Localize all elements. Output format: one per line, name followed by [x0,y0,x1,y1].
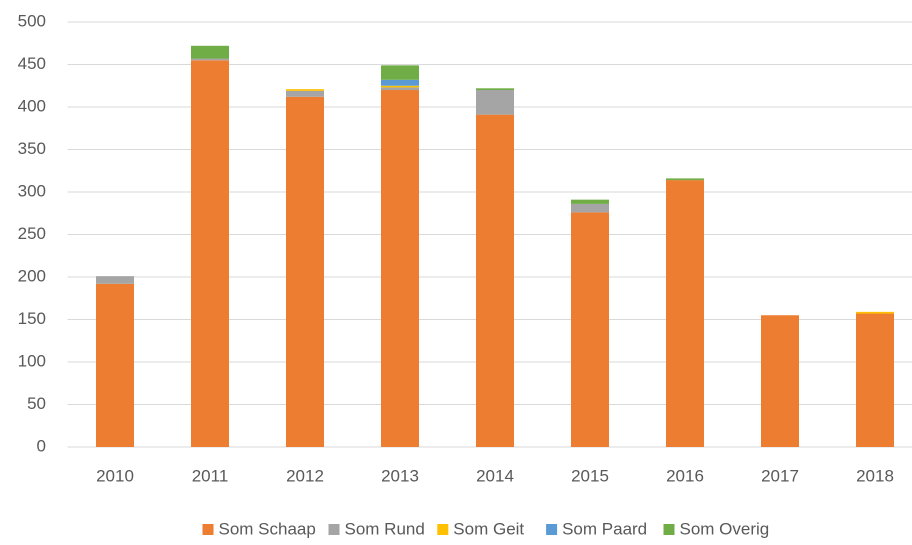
y-tick-label: 350 [18,139,46,158]
x-tick-label: 2016 [666,466,704,485]
y-tick-label: 200 [18,266,46,285]
legend-swatch [437,524,449,535]
bar-segment [571,199,609,204]
bar-segment [856,311,894,314]
bar-segment [381,85,419,88]
bar-segment [96,276,134,284]
x-tick-label: 2014 [476,466,514,485]
y-tick-label: 450 [18,54,46,73]
legend-label: Som Schaap [219,519,316,538]
y-tick-label: 150 [18,309,46,328]
legend-label: Som Geit [453,519,524,538]
legend-label: Som Paard [562,519,647,538]
legend-swatch [546,524,558,535]
y-tick-label: 500 [18,11,46,30]
bar-segment [476,114,514,448]
bar-segment [666,180,704,447]
x-tick-label: 2018 [856,466,894,485]
x-tick-label: 2010 [96,466,134,485]
bar-segment [856,313,894,447]
x-tick-label: 2017 [761,466,799,485]
bar-segment [191,45,229,59]
x-tick-label: 2013 [381,466,419,485]
y-tick-label: 250 [18,224,46,243]
y-tick-label: 50 [27,394,46,413]
x-tick-label: 2015 [571,466,609,485]
legend-swatch [663,524,675,535]
bar-segment [286,90,324,97]
y-tick-label: 400 [18,96,46,115]
bar-segment [381,90,419,447]
x-tick-label: 2012 [286,466,324,485]
legend-swatch [202,524,214,535]
y-tick-label: 100 [18,351,46,370]
bar-segment [191,60,229,447]
bar-segment [571,203,609,213]
bar-segment [286,96,324,448]
bar-segment [476,90,514,115]
bar-segment [571,212,609,447]
bar-segment [381,87,419,90]
bar-segment [761,315,799,447]
bar-segment [286,89,324,91]
bar-segment [96,283,134,447]
y-tick-label: 300 [18,181,46,200]
bar-segment [381,79,419,86]
legend-label: Som Rund [345,519,425,538]
bar-segment [381,65,419,80]
bar-segment [191,58,229,61]
bar-segment [666,178,704,181]
legend-label: Som Overig [680,519,770,538]
y-tick-label: 0 [37,436,46,455]
legend-swatch [328,524,340,535]
x-tick-label: 2011 [192,466,229,485]
bar-segment [476,88,514,90]
